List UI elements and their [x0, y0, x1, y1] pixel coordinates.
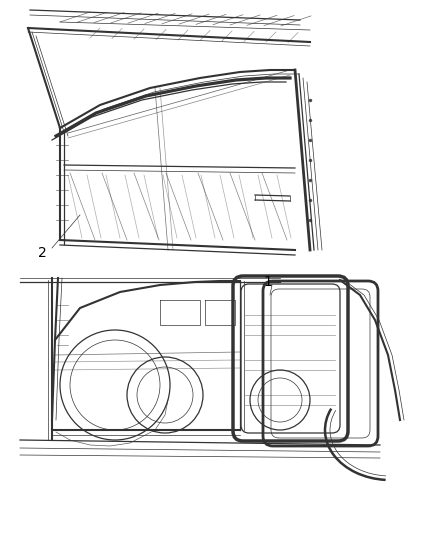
Text: 1: 1 [264, 275, 272, 289]
Text: 2: 2 [38, 246, 46, 260]
